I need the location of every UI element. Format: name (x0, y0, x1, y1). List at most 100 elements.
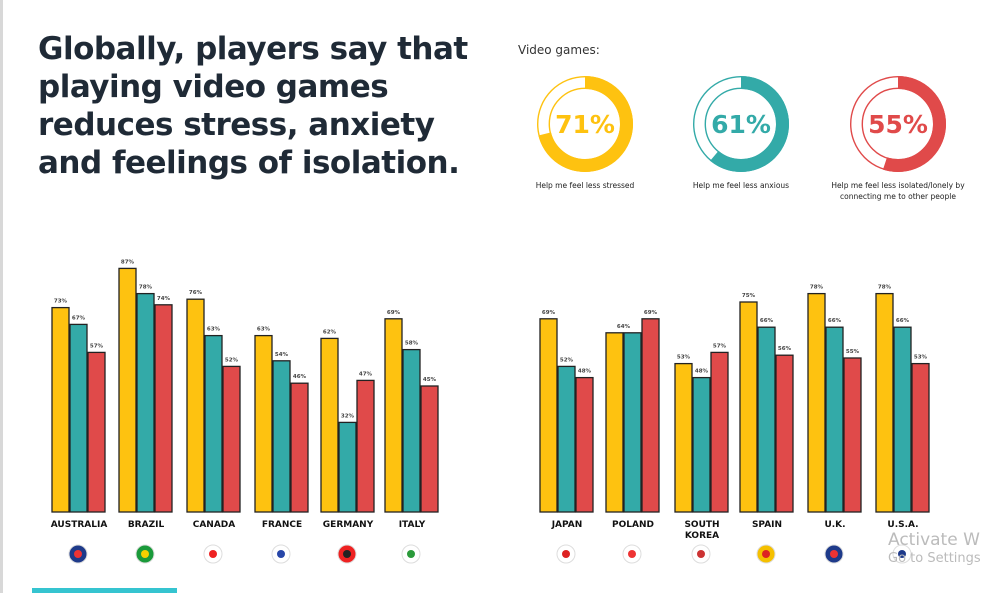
bar (420, 385, 439, 513)
flag-detail (898, 550, 906, 558)
flag-detail (407, 550, 415, 558)
data-label: 57% (90, 343, 104, 349)
flag-detail (830, 550, 838, 558)
bar (911, 362, 930, 513)
bar-group: 69% 52% 48% JAPAN (539, 310, 594, 564)
bar-group: 78% 66% 53% U.S.A. (875, 285, 930, 564)
bar-group: 63% 54% 46% FRANCE (254, 327, 309, 564)
bar (118, 267, 137, 513)
bar (222, 365, 241, 513)
bar (807, 292, 826, 513)
bar (539, 318, 558, 513)
category-label: U.S.A. (887, 520, 918, 530)
flag-detail (762, 550, 770, 558)
data-label: 48% (695, 369, 709, 375)
donuts-title: Video games: (518, 43, 600, 57)
bar (674, 362, 693, 513)
bar-group: 73% 67% 57% AUSTRALIA (51, 299, 108, 564)
data-label: 63% (257, 327, 271, 333)
bar-group: 62% 32% 47% GERMANY (320, 329, 375, 564)
bar (254, 334, 273, 513)
data-label: 67% (72, 315, 86, 321)
flag-detail (209, 550, 217, 558)
donut-label: Help me feel less anxious (692, 181, 790, 190)
data-label: 69% (542, 310, 556, 316)
watermark-line2[interactable]: Go to Settings (888, 551, 981, 566)
category-label: SOUTH (684, 520, 719, 530)
data-label: 53% (914, 355, 928, 361)
bar (575, 376, 594, 513)
category-label: AUSTRALIA (51, 520, 108, 530)
data-label: 69% (387, 310, 401, 316)
data-label: 47% (359, 371, 373, 377)
bar (825, 326, 844, 513)
data-label: 78% (878, 285, 892, 291)
data-label: 52% (560, 357, 574, 363)
bar (875, 292, 894, 513)
data-label: 63% (207, 327, 221, 333)
flag-detail (74, 550, 82, 558)
donut-value: 55% (868, 110, 928, 139)
data-label: 58% (405, 341, 419, 347)
category-label: POLAND (612, 520, 654, 530)
bar (557, 365, 576, 513)
bar-group: 75% 66% 56% SPAIN (739, 293, 794, 564)
donut-arc (850, 76, 946, 172)
donut-label: Help me feel less stressed (535, 181, 635, 190)
flag-detail (628, 550, 636, 558)
category-label: CANADA (193, 520, 236, 530)
data-label: 66% (896, 318, 910, 324)
data-label: 53% (677, 355, 691, 361)
data-label: 45% (423, 377, 437, 383)
headline: Globally, players say that playing video… (38, 31, 468, 181)
data-label: 66% (760, 318, 774, 324)
data-label: 32% (341, 413, 355, 419)
data-label: 78% (139, 285, 153, 291)
bar (402, 348, 421, 513)
category-label: BRAZIL (128, 520, 165, 530)
cut-off-heading (32, 588, 177, 593)
bar (136, 292, 155, 513)
data-label: 52% (225, 357, 239, 363)
data-label: 87% (121, 259, 135, 265)
bar (320, 337, 339, 513)
flag-detail (277, 550, 285, 558)
bar (623, 332, 642, 513)
bar (739, 301, 758, 513)
bar (775, 354, 794, 513)
data-label: 57% (713, 343, 727, 349)
data-label: 62% (323, 329, 337, 335)
data-label: 73% (54, 299, 68, 305)
bar (384, 318, 403, 513)
donut-value: 71% (555, 110, 615, 139)
bar (338, 421, 357, 513)
category-label: FRANCE (262, 520, 302, 530)
category-label: JAPAN (551, 520, 583, 530)
data-label: 54% (275, 352, 289, 358)
watermark-line1: Activate W (888, 530, 980, 550)
bar (692, 376, 711, 513)
bar (204, 334, 223, 513)
data-label: 76% (189, 290, 203, 296)
data-label: 64% (617, 324, 631, 330)
category-label: GERMANY (323, 520, 374, 530)
bar-group: 87% 78% 74% BRAZIL (118, 259, 173, 564)
bar (710, 351, 729, 513)
bar (87, 351, 106, 513)
flag-detail (697, 550, 705, 558)
data-label: 66% (828, 318, 842, 324)
data-label: 75% (742, 293, 756, 299)
bar (356, 379, 375, 513)
bar-group: 78% 66% 55% U.K. (807, 285, 862, 564)
bar-group: 69% 58% 45% ITALY (384, 310, 439, 564)
flag-detail (562, 550, 570, 558)
bar (186, 298, 205, 513)
bar-group: 76% 63% 52% CANADA (186, 290, 241, 564)
bar (757, 326, 776, 513)
data-label: 55% (846, 349, 860, 355)
bar (290, 382, 309, 513)
data-label: 78% (810, 285, 824, 291)
bar (641, 318, 660, 513)
